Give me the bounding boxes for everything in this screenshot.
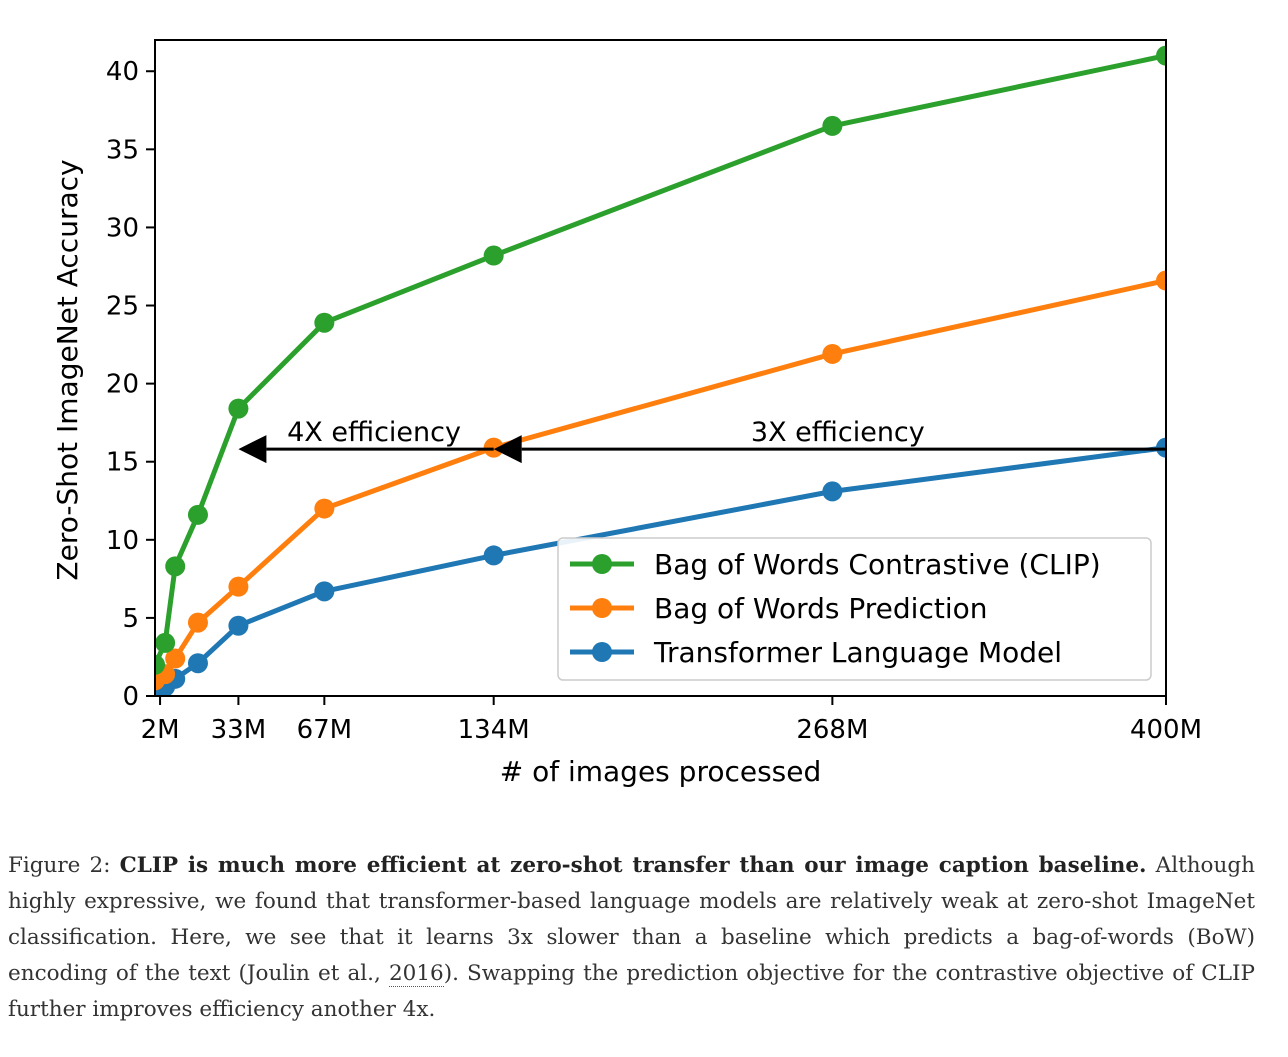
data-point-bag-of-words-prediction (314, 498, 335, 519)
data-point-transformer-language-model (314, 581, 335, 602)
legend-label-transformer-language-model: Transformer Language Model (653, 636, 1062, 669)
caption-label: Figure 2: (8, 853, 111, 878)
caption-text-end: ). Swapping the prediction objective for… (8, 961, 1255, 1022)
data-point-bag-of-words-prediction (187, 612, 208, 633)
data-point-bag-of-words-contrastive-clip (187, 504, 208, 525)
data-point-bag-of-words-prediction (1156, 270, 1166, 291)
efficiency-arrowhead (238, 435, 267, 464)
efficiency-annotation-label: 3X efficiency (751, 417, 925, 448)
legend-swatch-marker-transformer-language-model (592, 642, 612, 662)
data-point-bag-of-words-contrastive-clip (314, 312, 335, 333)
axis-layer: 0 5 10 15 20 25 30 35 40 2M 33M 67M 134M 268M 400M # of… (51, 57, 1202, 788)
data-point-bag-of-words-contrastive-clip (483, 245, 504, 266)
efficiency-arrowhead (493, 435, 522, 464)
annotation-layer: 4X efficiency 3X efficiency (238, 417, 1166, 464)
caption-text: Although highly expressive, we found tha… (8, 853, 1255, 986)
y-tick-label: 20 (106, 370, 139, 400)
y-tick-label: 5 (122, 604, 139, 634)
x-axis-label: # of images processed (500, 755, 822, 788)
data-point-transformer-language-model (187, 653, 208, 674)
y-tick-label: 30 (106, 213, 139, 243)
plot-frame (154, 39, 1167, 697)
x-tick-label: 400M (1130, 715, 1202, 745)
figure-caption: Figure 2: CLIP is much more efficient at… (8, 848, 1255, 1028)
legend-label-bag-of-words-contrastive-clip: Bag of Words Contrastive (CLIP) (654, 548, 1101, 581)
legend-box (557, 537, 1152, 681)
legend-label-bag-of-words-prediction: Bag of Words Prediction (654, 592, 987, 625)
legend-swatch-marker-bag-of-words-contrastive-clip (592, 554, 612, 574)
legend: Bag of Words Contrastive (CLIP) Bag of Wo… (557, 537, 1152, 681)
data-point-transformer-language-model (822, 481, 843, 502)
efficiency-line-chart: 0 5 10 15 20 25 30 35 40 2M 33M 67M 134M 268M 400M # of… (51, 39, 1202, 788)
y-tick-label: 35 (106, 135, 139, 165)
data-point-transformer-language-model (483, 545, 504, 566)
x-tick-label: 67M (297, 715, 353, 745)
legend-swatch-marker-bag-of-words-prediction (592, 598, 612, 618)
data-point-transformer-language-model (228, 615, 249, 636)
x-tick-label: 134M (458, 715, 530, 745)
data-point-bag-of-words-prediction (822, 343, 843, 364)
y-tick-label: 0 (122, 682, 139, 712)
data-point-bag-of-words-contrastive-clip (165, 556, 186, 577)
data-point-bag-of-words-contrastive-clip (822, 115, 843, 136)
caption-bold-summary: CLIP is much more efficient at zero-shot… (119, 853, 1147, 878)
series-layer (155, 45, 1166, 696)
data-point-bag-of-words-contrastive-clip (155, 654, 165, 675)
data-point-bag-of-words-prediction (165, 648, 186, 669)
x-tick-label: 2M (141, 715, 180, 745)
data-point-bag-of-words-prediction (228, 576, 249, 597)
data-point-bag-of-words-contrastive-clip (1156, 45, 1166, 66)
x-tick-label: 33M (211, 715, 267, 745)
x-tick-label: 268M (796, 715, 868, 745)
y-tick-label: 10 (106, 526, 139, 556)
y-tick-label: 40 (106, 57, 139, 87)
y-tick-label: 15 (106, 448, 139, 478)
y-axis-label: Zero-Shot ImageNet Accuracy (51, 159, 84, 580)
data-point-bag-of-words-contrastive-clip (228, 398, 249, 419)
data-point-bag-of-words-contrastive-clip (155, 632, 176, 653)
y-tick-label: 25 (106, 292, 139, 322)
citation-link[interactable]: 2016 (388, 961, 444, 987)
efficiency-annotation-label: 4X efficiency (287, 417, 461, 448)
